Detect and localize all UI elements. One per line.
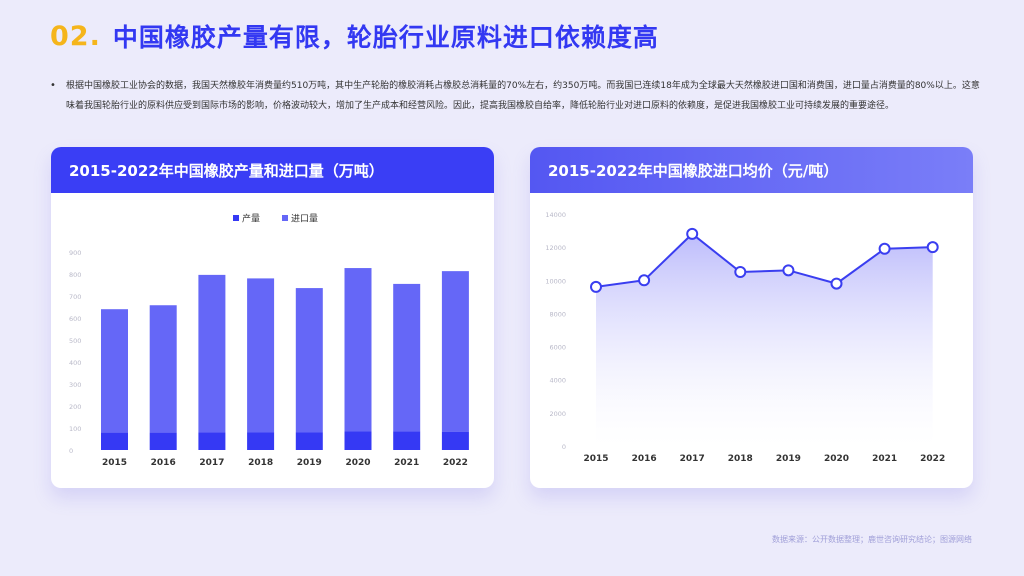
line-chart: 0 2000 4000 6000 8000 10000 12000 14000 2015 2016… bbox=[545, 211, 945, 464]
price-point bbox=[590, 280, 602, 293]
y-tick-label: 900 bbox=[69, 249, 81, 257]
price-point bbox=[830, 277, 843, 290]
bar-legend: 产量 进口量 bbox=[233, 213, 318, 225]
x-tick-label: 2020 bbox=[824, 454, 849, 464]
y-tick-label: 10000 bbox=[545, 277, 566, 285]
y-tick-label: 2000 bbox=[549, 410, 566, 418]
x-tick-label: 2019 bbox=[297, 458, 322, 468]
y-tick-label: 400 bbox=[69, 359, 81, 367]
y-tick-label: 4000 bbox=[549, 377, 566, 385]
x-tick-label: 2019 bbox=[776, 454, 801, 464]
y-tick-label: 800 bbox=[69, 271, 81, 279]
legend-label: 产量 bbox=[242, 213, 260, 225]
section-title: 中国橡胶产量有限，轮胎行业原料进口依赖度高 bbox=[112, 23, 659, 52]
price-point bbox=[734, 266, 747, 278]
bar-import bbox=[149, 305, 177, 433]
y-tick-label: 700 bbox=[69, 293, 81, 301]
bar-production bbox=[393, 431, 421, 450]
y-tick-label: 200 bbox=[69, 403, 81, 411]
y-tick-label: 8000 bbox=[549, 310, 566, 318]
x-tick-label: 2022 bbox=[443, 458, 468, 468]
bar-production bbox=[198, 432, 226, 450]
section-number: 02. bbox=[50, 20, 101, 52]
data-source-note: 数据来源：公开数据整理；鹿世咨询研究结论；图源网络 bbox=[772, 535, 972, 544]
price-point bbox=[926, 241, 939, 254]
bar-import bbox=[295, 288, 323, 433]
legend-swatch bbox=[282, 215, 288, 221]
x-tick-label: 2015 bbox=[102, 458, 127, 468]
price-line bbox=[595, 232, 933, 288]
y-tick-label: 12000 bbox=[545, 244, 566, 252]
y-tick-label: 6000 bbox=[549, 344, 566, 352]
x-tick-label: 2017 bbox=[680, 454, 705, 464]
line-chart-title: 2015-2022年中国橡胶进口均价（元/吨） bbox=[530, 147, 973, 193]
x-tick-label: 2022 bbox=[920, 454, 945, 464]
bar-production bbox=[441, 431, 469, 450]
x-tick-label: 2018 bbox=[728, 454, 753, 464]
price-point bbox=[782, 264, 795, 277]
y-tick-label: 500 bbox=[69, 337, 81, 345]
bar-import bbox=[393, 283, 421, 432]
legend-swatch bbox=[233, 215, 239, 221]
production-import-chart-card: 2015-2022年中国橡胶产量和进口量（万吨） 产量 进口量 0 100 200 300… bbox=[51, 147, 494, 488]
bar-chart: 产量 进口量 0 100 200 300 400 500 600 700 800 900 2015 201… bbox=[69, 213, 469, 468]
y-tick-label: 300 bbox=[69, 381, 81, 389]
y-tick-label: 14000 bbox=[545, 211, 566, 219]
bar-production bbox=[149, 432, 177, 450]
bar-production bbox=[101, 432, 128, 450]
x-tick-label: 2021 bbox=[872, 454, 897, 464]
y-tick-label: 100 bbox=[69, 425, 81, 433]
x-tick-label: 2020 bbox=[345, 458, 370, 468]
y-tick-label: 600 bbox=[69, 315, 81, 323]
intro-text: 根据中国橡胶工业协会的数据，我国天然橡胶年消费量约510万吨，其中生产轮胎的橡胶… bbox=[66, 81, 980, 111]
y-tick-label: 0 bbox=[562, 443, 566, 451]
bar-import bbox=[247, 278, 275, 433]
bar-import bbox=[441, 271, 469, 432]
bar-production bbox=[295, 432, 323, 450]
bar-import bbox=[101, 309, 128, 433]
x-tick-label: 2016 bbox=[151, 458, 176, 468]
x-tick-label: 2015 bbox=[583, 454, 608, 464]
bar-production bbox=[344, 431, 372, 450]
price-point bbox=[686, 227, 699, 240]
bullet-icon: • bbox=[50, 80, 56, 91]
import-price-chart-card: 2015-2022年中国橡胶进口均价（元/吨） 0 2000 4000 6000 800… bbox=[530, 147, 973, 488]
price-point bbox=[638, 274, 651, 287]
intro-paragraph: • 根据中国橡胶工业协会的数据，我国天然橡胶年消费量约510万吨，其中生产轮胎的… bbox=[50, 76, 980, 116]
bar-import bbox=[344, 268, 372, 432]
bar-import bbox=[198, 274, 226, 433]
bar-chart-title: 2015-2022年中国橡胶产量和进口量（万吨） bbox=[51, 147, 494, 193]
x-tick-label: 2018 bbox=[248, 458, 273, 468]
y-tick-label: 0 bbox=[69, 447, 73, 455]
x-tick-label: 2016 bbox=[632, 454, 657, 464]
x-tick-label: 2021 bbox=[394, 458, 419, 468]
page-title: 02. 中国橡胶产量有限，轮胎行业原料进口依赖度高 bbox=[50, 14, 659, 58]
legend-label: 进口量 bbox=[291, 214, 318, 225]
bar-production bbox=[247, 432, 275, 450]
price-point bbox=[878, 242, 891, 255]
price-area bbox=[596, 233, 933, 446]
x-tick-label: 2017 bbox=[199, 458, 224, 468]
